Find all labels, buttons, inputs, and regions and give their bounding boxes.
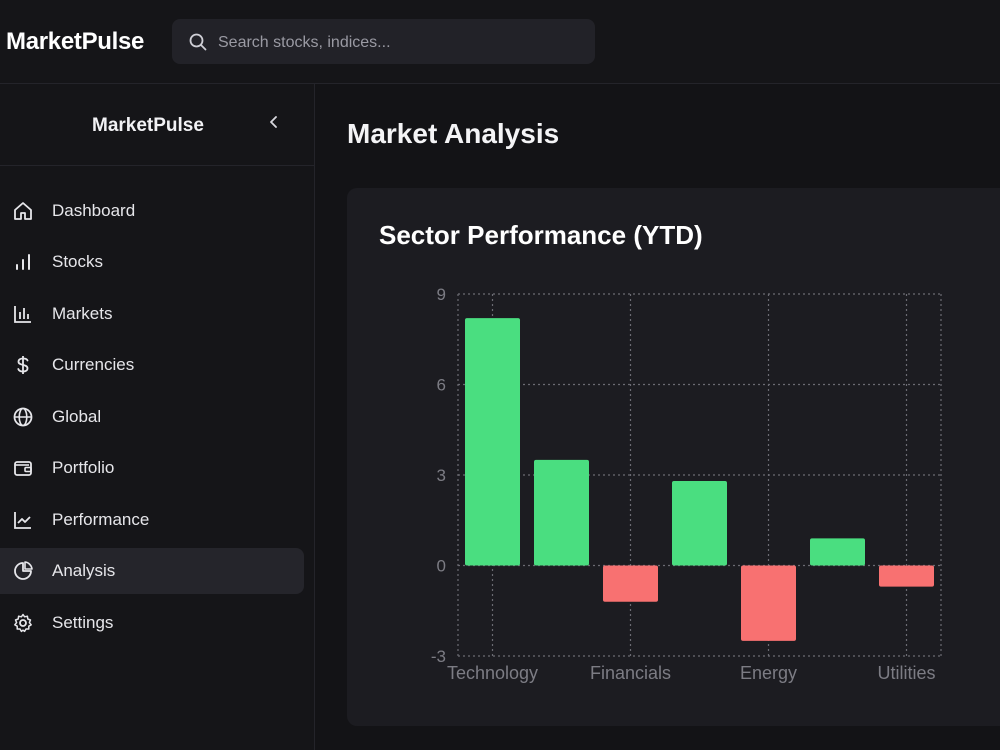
y-tick-label: 3 — [437, 466, 446, 485]
sidebar-item-analysis[interactable]: Analysis — [0, 548, 304, 594]
bar — [534, 459, 589, 566]
sidebar-item-settings[interactable]: Settings — [0, 600, 304, 646]
y-tick-label: -3 — [431, 647, 446, 666]
search-box[interactable] — [172, 19, 595, 66]
bar-chart-icon — [12, 251, 34, 273]
bar — [465, 318, 520, 566]
bar — [741, 565, 796, 641]
sidebar-title: MarketPulse — [92, 115, 204, 136]
brand-logo[interactable]: MarketPulse — [6, 28, 145, 55]
collapse-sidebar-button[interactable] — [262, 112, 286, 136]
y-tick-label: 9 — [437, 285, 446, 304]
line-chart-icon — [12, 509, 34, 531]
sector-performance-chart: -3 0 3 6 9 Technology Financials Energy Utilitie… — [431, 285, 942, 683]
sidebar-item-label: Portfolio — [52, 458, 115, 477]
sidebar-item-label: Currencies — [52, 355, 135, 374]
sidebar-item-global[interactable]: Global — [0, 394, 304, 440]
x-tick-label: Utilities — [877, 663, 935, 683]
chevron-left-icon — [268, 115, 280, 134]
search-icon — [188, 32, 208, 57]
sidebar-item-label: Settings — [52, 613, 114, 632]
x-tick-label: Energy — [740, 663, 797, 683]
sidebar-item-label: Performance — [52, 510, 150, 529]
dollar-icon — [12, 354, 34, 376]
home-icon — [12, 200, 34, 222]
bar — [810, 538, 865, 566]
sidebar: MarketPulse Dashboard Stocks Markets Cur… — [0, 84, 315, 750]
search-input[interactable] — [216, 19, 590, 66]
main-content: Market Analysis Sector Performance (YTD)… — [315, 84, 1000, 750]
sidebar-header: MarketPulse — [0, 84, 314, 166]
pie-chart-icon — [12, 560, 34, 582]
card-title: Sector Performance (YTD) — [379, 220, 703, 250]
chart-columns-icon — [12, 303, 34, 325]
wallet-icon — [12, 457, 34, 479]
sidebar-item-label: Stocks — [52, 252, 104, 271]
sidebar-item-performance[interactable]: Performance — [0, 497, 304, 543]
gear-icon — [12, 612, 34, 634]
sidebar-item-portfolio[interactable]: Portfolio — [0, 445, 304, 491]
sidebar-item-markets[interactable]: Markets — [0, 291, 304, 337]
sidebar-item-label: Analysis — [52, 561, 116, 580]
globe-icon — [12, 406, 34, 428]
x-tick-label: Technology — [447, 663, 538, 683]
y-tick-label: 6 — [437, 376, 446, 395]
sidebar-item-label: Dashboard — [52, 201, 136, 220]
y-tick-label: 0 — [437, 557, 446, 576]
sidebar-item-dashboard[interactable]: Dashboard — [0, 188, 304, 234]
sidebar-item-label: Global — [52, 407, 102, 426]
top-bar: MarketPulse — [0, 0, 1000, 84]
x-tick-label: Financials — [590, 663, 671, 683]
sector-performance-card: Sector Performance (YTD) -3 0 3 6 9 Technolog… — [347, 188, 1000, 726]
bar — [603, 565, 658, 602]
bar — [879, 565, 934, 587]
page-title: Market Analysis — [347, 118, 560, 149]
bar — [672, 481, 727, 566]
sidebar-item-label: Markets — [52, 304, 113, 323]
sidebar-item-stocks[interactable]: Stocks — [0, 239, 304, 285]
sidebar-item-currencies[interactable]: Currencies — [0, 342, 304, 388]
